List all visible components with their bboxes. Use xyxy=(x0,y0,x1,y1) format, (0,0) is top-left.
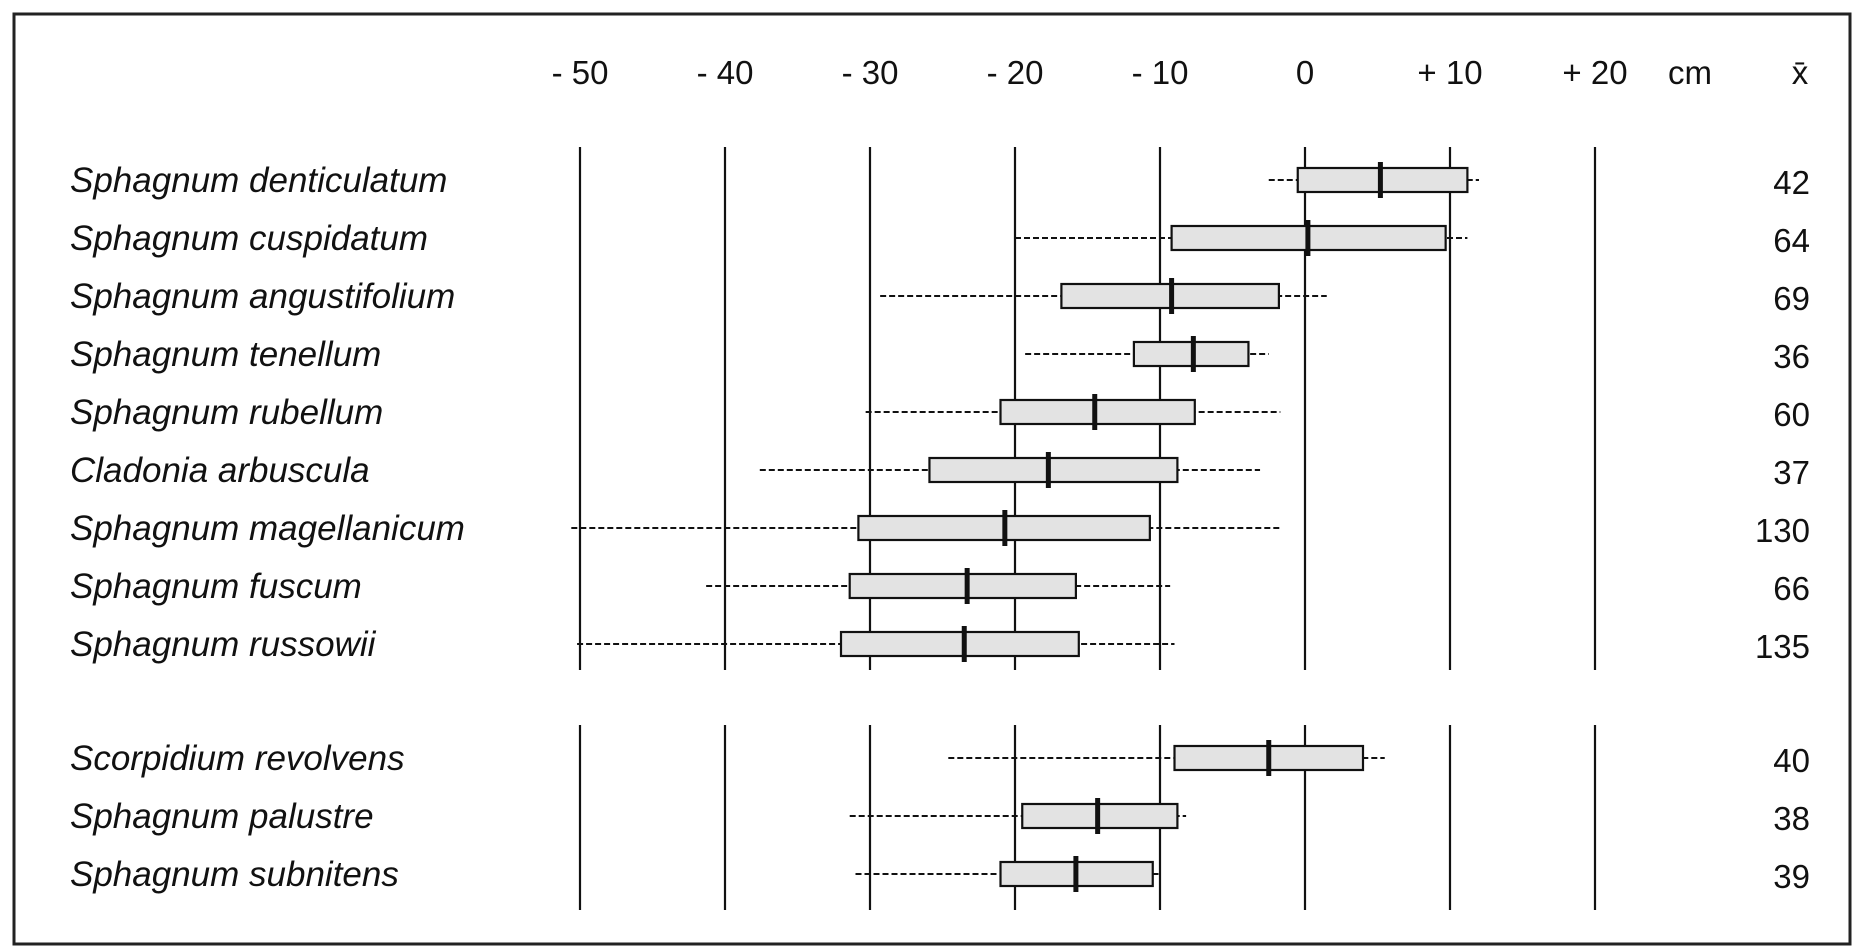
species-row: Sphagnum denticulatum 42 xyxy=(70,161,1810,201)
species-row: Sphagnum russowii 135 xyxy=(70,625,1810,665)
species-label: Cladonia arbuscula xyxy=(70,451,370,490)
species-label: Sphagnum denticulatum xyxy=(70,161,447,200)
species-label: Sphagnum subnitens xyxy=(70,855,399,894)
sample-size: 36 xyxy=(1773,338,1810,375)
species-label: Sphagnum palustre xyxy=(70,797,374,836)
species-row: Sphagnum rubellum 60 xyxy=(70,393,1810,433)
species-row: Sphagnum tenellum 36 xyxy=(70,335,1810,375)
species-label: Sphagnum fuscum xyxy=(70,567,362,606)
species-label: Sphagnum angustifolium xyxy=(70,277,455,316)
species-label: Scorpidium revolvens xyxy=(70,739,405,778)
sample-size: 40 xyxy=(1773,742,1810,779)
species-label: Sphagnum magellanicum xyxy=(70,509,465,548)
species-row: Sphagnum subnitens 39 xyxy=(70,855,1810,895)
n-column-header: x̄ xyxy=(1792,54,1809,91)
species-row: Sphagnum magellanicum 130 xyxy=(70,509,1810,549)
species-row: Sphagnum cuspidatum 64 xyxy=(70,219,1810,259)
box xyxy=(999,398,1196,426)
sample-size: 64 xyxy=(1773,222,1810,259)
sample-size: 60 xyxy=(1773,396,1810,433)
sample-size: 130 xyxy=(1755,512,1810,549)
species-row: Sphagnum fuscum 66 xyxy=(70,567,1810,607)
species-label: Sphagnum tenellum xyxy=(70,335,381,374)
tick-labels: - 50 - 40 - 30 - 20 - 10 0 + 10 + 20 xyxy=(552,54,1628,91)
species-row: Sphagnum angustifolium 69 xyxy=(70,277,1810,317)
x-tick-label: - 10 xyxy=(1132,54,1189,91)
box xyxy=(848,572,1078,600)
x-tick-label: - 40 xyxy=(697,54,754,91)
x-tick-label: + 20 xyxy=(1562,54,1627,91)
box xyxy=(839,630,1080,658)
x-tick-label: - 50 xyxy=(552,54,609,91)
x-tick-label: 0 xyxy=(1296,54,1314,91)
sample-size: 66 xyxy=(1773,570,1810,607)
axis-unit-label: cm xyxy=(1668,54,1712,91)
species-label: Sphagnum russowii xyxy=(70,625,377,664)
sample-size: 69 xyxy=(1773,280,1810,317)
species-row: Sphagnum palustre 38 xyxy=(70,797,1810,837)
x-tick-label: - 20 xyxy=(987,54,1044,91)
species-label: Sphagnum cuspidatum xyxy=(70,219,428,258)
species-label: Sphagnum rubellum xyxy=(70,393,383,432)
sample-size: 38 xyxy=(1773,800,1810,837)
x-tick-label: + 10 xyxy=(1417,54,1482,91)
species-rows: Sphagnum denticulatum 42 Sphagnum cuspidat… xyxy=(70,161,1810,895)
sample-size: 135 xyxy=(1755,628,1810,665)
species-row: Cladonia arbuscula 37 xyxy=(70,451,1810,491)
box xyxy=(928,456,1179,484)
sample-size: 37 xyxy=(1773,454,1810,491)
x-tick-label: - 30 xyxy=(842,54,899,91)
sample-size: 39 xyxy=(1773,858,1810,895)
sample-size: 42 xyxy=(1773,164,1810,201)
species-row: Scorpidium revolvens 40 xyxy=(70,739,1810,779)
